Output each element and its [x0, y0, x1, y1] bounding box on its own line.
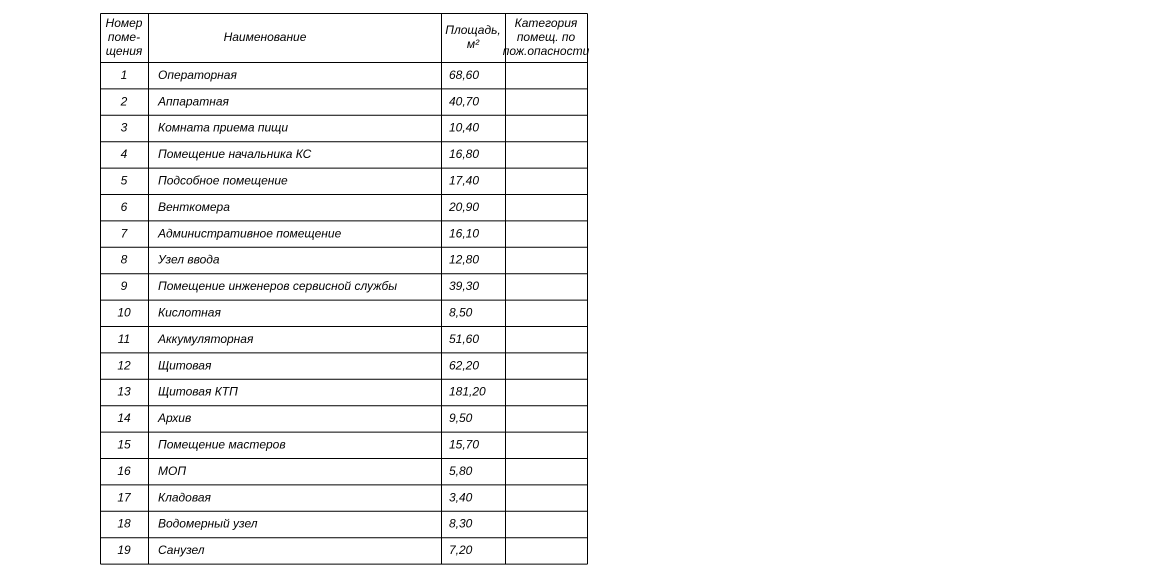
room-name: Узел ввода — [157, 253, 220, 267]
room-name: Архив — [157, 411, 191, 425]
room-number: 8 — [121, 253, 128, 267]
room-area: 16,80 — [449, 147, 479, 161]
room-name: Санузел — [158, 543, 205, 557]
room-name: Кладовая — [158, 490, 211, 504]
room-number: 17 — [117, 490, 132, 504]
room-number: 16 — [117, 464, 131, 478]
room-area: 51,60 — [449, 332, 479, 346]
room-number: 9 — [121, 279, 128, 293]
room-name: Щитовая — [158, 358, 212, 372]
room-area: 3,40 — [449, 490, 473, 504]
room-area: 17,40 — [449, 173, 479, 187]
header-text: Площадь, — [445, 23, 500, 37]
room-name: Помещение инженеров сервисной службы — [158, 279, 397, 293]
room-number: 15 — [117, 437, 131, 451]
room-number: 10 — [117, 305, 131, 319]
room-number: 7 — [121, 226, 129, 240]
room-name: Водомерный узел — [158, 517, 258, 531]
room-area: 5,80 — [449, 464, 473, 478]
room-area: 39,30 — [449, 279, 479, 293]
room-number: 19 — [117, 543, 131, 557]
room-name: Комната приема пищи — [158, 121, 288, 135]
room-number: 18 — [117, 517, 131, 531]
room-number: 13 — [117, 385, 131, 399]
room-number: 1 — [121, 68, 128, 82]
room-area: 181,20 — [449, 385, 486, 399]
room-area: 40,70 — [449, 94, 479, 108]
room-number: 4 — [121, 147, 128, 161]
room-name: Операторная — [158, 68, 237, 82]
room-area: 10,40 — [449, 121, 479, 135]
room-area: 20,90 — [448, 200, 479, 214]
room-area: 8,50 — [449, 305, 473, 319]
room-number: 6 — [121, 200, 128, 214]
room-name: Аппаратная — [157, 94, 230, 108]
room-area: 12,80 — [449, 253, 479, 267]
room-number: 5 — [121, 173, 128, 187]
header-text: м² — [467, 37, 480, 51]
room-number: 14 — [117, 411, 131, 425]
room-area: 15,70 — [449, 437, 479, 451]
header-text: щения — [106, 44, 143, 58]
header-text: пож.опасности — [503, 44, 590, 58]
room-name: Венткомера — [158, 200, 230, 214]
room-name: Аккумуляторная — [157, 332, 254, 346]
room-area: 8,30 — [449, 517, 473, 531]
room-area: 9,50 — [449, 411, 473, 425]
room-name: Щитовая КТП — [158, 385, 238, 399]
header-text: поме- — [108, 30, 140, 44]
header-text: Номер — [106, 16, 143, 30]
room-name: МОП — [158, 464, 186, 478]
room-number: 12 — [117, 358, 131, 372]
header-text: помещ. по — [517, 30, 576, 44]
room-number: 11 — [118, 332, 130, 346]
room-area: 68,60 — [449, 68, 479, 82]
header-text: Наименование — [224, 30, 307, 44]
room-number: 3 — [121, 121, 128, 135]
room-name: Подсобное помещение — [158, 173, 288, 187]
room-name: Кислотная — [158, 305, 221, 319]
room-area: 7,20 — [449, 543, 473, 557]
room-name: Административное помещение — [157, 226, 342, 240]
room-area: 62,20 — [449, 358, 479, 372]
room-area: 16,10 — [449, 226, 479, 240]
room-name: Помещение мастеров — [158, 437, 286, 451]
header-text: Категория — [515, 16, 578, 30]
room-number: 2 — [120, 94, 128, 108]
room-name: Помещение начальника КС — [158, 147, 312, 161]
